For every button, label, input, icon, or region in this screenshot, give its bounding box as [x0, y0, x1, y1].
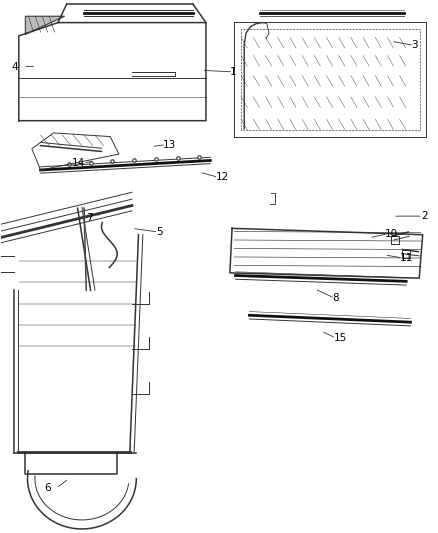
Text: 11: 11: [400, 253, 413, 263]
Text: 15: 15: [333, 333, 347, 343]
Text: 1: 1: [230, 67, 237, 77]
Text: 8: 8: [332, 293, 339, 303]
Text: 4: 4: [11, 62, 18, 71]
Text: 2: 2: [421, 211, 428, 221]
Polygon shape: [25, 16, 64, 34]
Text: 10: 10: [385, 229, 399, 239]
Text: 5: 5: [156, 227, 162, 237]
Text: 7: 7: [86, 213, 93, 223]
Text: 3: 3: [411, 41, 418, 51]
Text: 13: 13: [163, 140, 177, 150]
Text: 14: 14: [72, 158, 85, 168]
Text: 12: 12: [216, 172, 229, 182]
Text: 6: 6: [44, 483, 51, 493]
